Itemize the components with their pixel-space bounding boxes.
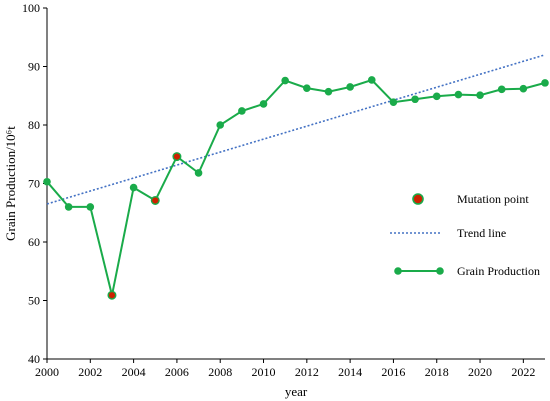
mutation-point-marker [107,290,117,300]
x-tick-label: 2012 [295,365,319,379]
x-tick-label: 2020 [468,365,492,379]
x-axis-label: year [285,384,308,399]
x-tick-label: 2018 [425,365,449,379]
data-point [86,203,95,211]
legend-mutation-label: Mutation point [457,192,529,206]
data-point [259,100,268,108]
data-point [238,107,246,115]
legend-mutation-marker [412,193,424,205]
data-point [367,76,376,84]
x-tick-label: 2002 [78,365,102,379]
legend-grain-marker-right [436,267,444,275]
y-tick-label: 90 [28,60,40,74]
x-tick-label: 2022 [511,365,535,379]
y-tick-label: 80 [28,118,40,132]
y-tick-label: 60 [28,235,40,249]
data-point [43,177,51,186]
legend: Mutation point Trend line Grain Production [390,192,540,278]
trend-line-layer [46,54,546,205]
mutation-point-marker [150,195,160,205]
x-tick-label: 2014 [338,365,362,379]
data-point [303,84,311,92]
data-point [216,121,225,129]
x-tick-label: 2016 [381,365,405,379]
grain-series-layer [43,76,549,300]
y-tick-label: 100 [22,1,40,15]
legend-grain-label: Grain Production [457,264,540,278]
data-point [194,169,203,177]
y-tick-label: 50 [28,294,40,308]
y-axis-ticks: 40 50 60 70 80 90 100 [22,1,47,366]
data-point [346,83,354,91]
data-point [64,203,73,211]
data-point [541,79,549,87]
legend-trend-label: Trend line [457,226,506,240]
legend-grain-marker-left [394,267,402,275]
data-point [519,84,528,93]
x-tick-label: 2000 [35,365,59,379]
y-axis-label: Grain Production/10⁶t [3,126,18,241]
data-point [324,87,333,96]
data-point [389,98,398,106]
data-point [454,90,463,99]
x-tick-label: 2004 [122,365,146,379]
axes [46,8,545,360]
x-tick-label: 2006 [165,365,189,379]
y-tick-label: 40 [28,352,40,366]
data-point [129,183,138,192]
x-tick-label: 2008 [208,365,232,379]
y-tick-label: 70 [28,177,40,191]
data-point [476,91,484,99]
data-point [281,76,289,85]
x-tick-label: 2010 [252,365,276,379]
x-axis-ticks: 2000 2002 2004 2006 2008 2010 2012 2014 2016 2018… [35,359,535,379]
data-point [411,95,419,104]
grain-production-line [46,78,546,296]
trend-line [46,54,546,205]
data-point [432,92,441,101]
data-point [497,85,506,94]
mutation-point-marker [172,152,182,162]
